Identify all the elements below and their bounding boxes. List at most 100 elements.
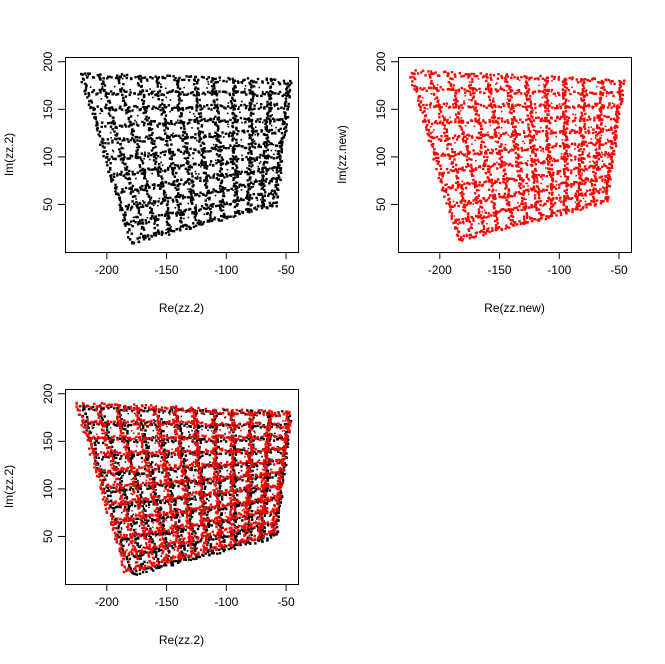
data-point <box>167 230 170 233</box>
data-point <box>494 105 497 108</box>
data-point <box>523 92 527 95</box>
data-point <box>128 157 132 160</box>
data-point <box>210 85 214 88</box>
data-point <box>123 104 126 107</box>
data-point <box>496 117 499 120</box>
data-point <box>576 199 579 202</box>
data-point <box>506 226 509 229</box>
data-point <box>521 149 524 152</box>
data-point <box>542 119 545 122</box>
data-point <box>474 117 477 120</box>
data-point <box>461 188 464 191</box>
data-point <box>276 187 279 191</box>
data-point <box>255 208 258 211</box>
data-point <box>180 164 183 167</box>
data-point <box>523 220 526 223</box>
data-point <box>556 115 559 119</box>
data-point <box>152 212 155 215</box>
data-point <box>551 183 554 186</box>
data-point <box>449 143 452 146</box>
data-point <box>157 200 160 203</box>
data-point <box>493 133 496 136</box>
data-point <box>261 81 264 84</box>
data-point <box>202 147 205 150</box>
data-point <box>222 79 225 83</box>
data-point <box>482 104 486 108</box>
data-point <box>565 208 569 211</box>
data-point <box>263 188 266 192</box>
data-point <box>255 129 258 133</box>
data-point <box>164 232 168 235</box>
data-point <box>460 128 464 131</box>
data-point <box>192 113 195 115</box>
data-point <box>500 208 503 212</box>
data-point <box>270 167 273 170</box>
data-point <box>532 186 535 190</box>
data-point <box>430 70 433 73</box>
data-point <box>537 160 540 163</box>
data-point <box>119 88 122 91</box>
data-point <box>101 87 104 90</box>
data-point <box>549 146 551 149</box>
y-tick-label: 200 <box>374 51 388 71</box>
data-point <box>202 207 206 210</box>
data-point <box>266 103 269 106</box>
data-point <box>584 140 587 144</box>
data-point <box>555 142 558 146</box>
data-point <box>227 146 230 150</box>
data-point <box>146 184 150 187</box>
data-point <box>583 125 586 128</box>
data-point <box>424 74 427 77</box>
data-point <box>445 128 448 131</box>
data-point <box>119 204 122 208</box>
data-point <box>505 89 508 92</box>
data-point <box>585 144 589 147</box>
data-point <box>479 131 483 134</box>
data-point <box>515 223 519 226</box>
data-point <box>582 118 585 121</box>
data-point <box>452 221 455 225</box>
data-point <box>143 171 147 174</box>
data-point <box>448 105 452 109</box>
data-point <box>179 183 182 185</box>
data-point <box>175 198 178 202</box>
data-point <box>244 85 247 87</box>
data-point <box>84 423 87 427</box>
data-point <box>185 168 187 170</box>
data-point <box>227 189 230 192</box>
data-point <box>263 156 267 159</box>
data-point <box>512 144 516 147</box>
data-point <box>112 149 114 152</box>
data-point <box>456 171 459 174</box>
data-point <box>607 170 610 173</box>
data-point <box>489 120 491 122</box>
data-point <box>220 148 223 152</box>
data-point <box>616 120 619 124</box>
data-point <box>198 173 200 175</box>
data-point <box>565 158 569 161</box>
data-point <box>619 85 622 88</box>
data-point <box>607 176 610 180</box>
y-tick-label: 200 <box>41 51 55 71</box>
data-point <box>240 138 242 141</box>
data-point <box>203 166 206 169</box>
data-point <box>87 103 91 106</box>
data-point <box>146 192 149 196</box>
data-point <box>526 216 529 220</box>
data-point <box>607 152 610 154</box>
data-point <box>132 241 136 245</box>
data-point <box>270 124 273 127</box>
data-point <box>514 130 517 133</box>
data-point <box>545 129 548 133</box>
data-point <box>87 74 90 77</box>
data-point <box>558 194 560 196</box>
data-point <box>166 208 170 211</box>
data-point <box>96 129 99 132</box>
data-point <box>103 415 106 418</box>
data-point <box>494 196 496 199</box>
data-point <box>592 195 595 199</box>
data-point <box>486 148 490 152</box>
data-point <box>105 92 109 95</box>
data-point <box>597 81 600 84</box>
data-point <box>484 87 488 91</box>
